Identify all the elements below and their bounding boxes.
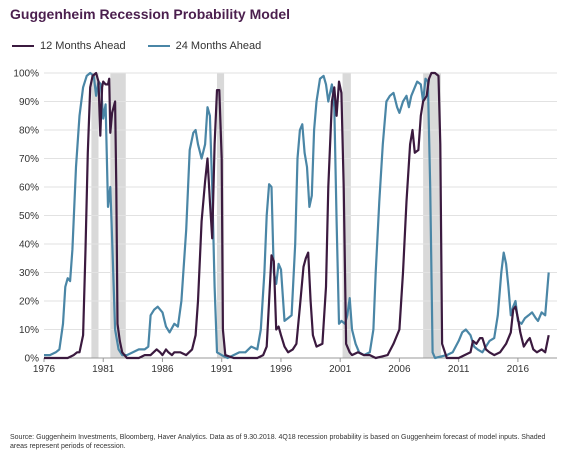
- legend-swatch-12m: [12, 45, 34, 47]
- legend: 12 Months Ahead 24 Months Ahead: [12, 40, 261, 52]
- y-tick-label: 40%: [19, 240, 39, 251]
- y-tick-label: 10%: [19, 325, 39, 336]
- x-tick-label: 1996: [270, 364, 293, 375]
- chart-title: Guggenheim Recession Probability Model: [10, 6, 291, 22]
- line-chart: 0% 10% 20% 30% 40% 50% 60% 70% 80% 90% 100% 1976 198…: [13, 69, 557, 375]
- y-tick-label: 90%: [19, 97, 39, 108]
- x-tick-label: 2011: [448, 364, 470, 375]
- x-tick-label: 1986: [151, 364, 174, 375]
- y-tick-label: 60%: [19, 183, 39, 194]
- y-tick-label: 100%: [13, 69, 39, 80]
- legend-item-12m: 12 Months Ahead: [12, 40, 126, 52]
- y-tick-label: 30%: [19, 268, 39, 279]
- legend-item-24m: 24 Months Ahead: [147, 40, 262, 52]
- legend-swatch-24m: [147, 45, 170, 47]
- x-tick-label: 1991: [211, 364, 234, 375]
- series-line-24-months-ahead: [44, 71, 550, 360]
- x-tick-label: 1976: [33, 364, 56, 375]
- y-tick-label: 0%: [25, 354, 40, 365]
- x-tick-label: 2006: [388, 364, 411, 375]
- y-tick-label: 70%: [19, 154, 39, 165]
- series-line-12-months-ahead: [44, 71, 550, 360]
- x-tick-label: 2016: [507, 364, 530, 375]
- footnote: Source: Guggenheim Investments, Bloomber…: [10, 434, 546, 450]
- y-tick-label: 20%: [19, 297, 39, 308]
- y-tick-label: 50%: [19, 211, 39, 222]
- x-tick-label: 2001: [329, 364, 352, 375]
- legend-label-24m: 24 Months Ahead: [175, 40, 262, 52]
- x-tick-label: 1981: [92, 364, 115, 375]
- y-tick-label: 80%: [19, 126, 39, 137]
- legend-label-12m: 12 Months Ahead: [40, 40, 126, 52]
